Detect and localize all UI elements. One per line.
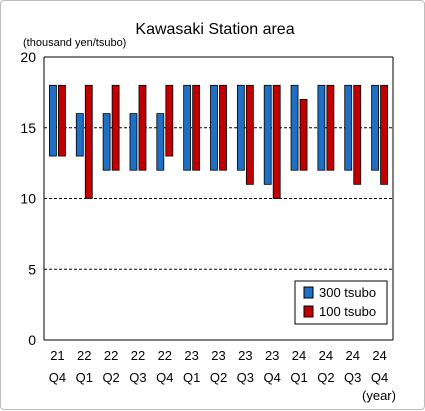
x-tick-label-year: 23 [211,348,225,363]
x-unit-label: (year) [362,388,396,403]
x-tick-label-quarter: Q2 [317,370,334,385]
x-tick-label-quarter: Q1 [183,370,200,385]
bar-100-tsubo-22-Q4 [165,84,174,157]
x-tick-label-quarter: Q4 [49,370,66,385]
x-tick-label-year: 23 [238,348,252,363]
bar-300-tsubo-23-Q4 [263,84,272,185]
x-tick-label-year: 23 [184,348,198,363]
x-tick-label-quarter: Q3 [237,370,254,385]
x-tick-labels: 21 Q4 22 Q1 22 Q2 22 Q3 22 Q4 23 Q1 23 Q2 23 Q3 23 Q4 24 Q1… [49,348,388,385]
legend-swatch-300-tsubo [303,286,314,299]
bar-300-tsubo-24-Q3 [344,84,353,171]
bar-100-tsubo-24-Q4 [380,84,388,185]
x-tick-label-year: 24 [292,348,306,363]
bar-100-tsubo-24-Q2 [326,84,335,171]
y-tick-label: 0 [28,332,36,348]
legend-label-100-tsubo: 100 tsubo [319,304,376,319]
x-tick-label-quarter: Q3 [344,370,361,385]
y-tick-labels: 0 5 10 15 20 [20,49,36,348]
legend: 300 tsubo 100 tsubo [294,280,388,325]
bar-300-tsubo-24-Q1 [290,84,299,171]
x-tick-label-year: 24 [345,348,359,363]
x-tick-label-year: 22 [77,348,91,363]
gridlines [44,56,394,340]
x-tick-label-quarter: Q2 [102,370,119,385]
bar-300-tsubo-21-Q4 [49,84,57,157]
bar-100-tsubo-24-Q3 [353,84,362,185]
bar-300-tsubo-22-Q3 [129,113,138,171]
bars [49,84,388,199]
bar-100-tsubo-21-Q4 [58,84,66,157]
x-tick-label-year: 22 [131,348,145,363]
bar-100-tsubo-23-Q1 [192,84,201,171]
x-tick-label-quarter: Q1 [290,370,307,385]
bar-100-tsubo-24-Q1 [299,99,308,171]
x-tick-label-quarter: Q4 [264,370,281,385]
x-tick-label-year: 21 [50,348,64,363]
legend-label-300-tsubo: 300 tsubo [319,285,376,300]
bar-100-tsubo-23-Q3 [245,84,254,185]
bar-100-tsubo-22-Q2 [111,84,120,171]
bar-100-tsubo-23-Q2 [219,84,227,171]
bar-100-tsubo-23-Q4 [272,84,281,199]
y-tick-label: 10 [20,191,36,207]
x-tick-label-year: 22 [158,348,172,363]
x-tick-label-year: 24 [372,348,386,363]
y-tick-label: 15 [20,120,36,136]
bar-300-tsubo-24-Q2 [317,84,326,171]
bar-300-tsubo-22-Q4 [156,113,165,171]
x-tick-label-quarter: Q4 [371,370,388,385]
y-tick-label: 20 [20,49,36,65]
bar-300-tsubo-23-Q3 [236,84,245,171]
x-tick-label-quarter: Q4 [156,370,173,385]
legend-swatch-100-tsubo [303,305,314,318]
bar-300-tsubo-23-Q1 [183,84,192,171]
bar-300-tsubo-23-Q2 [210,84,218,171]
bar-300-tsubo-24-Q4 [371,84,379,171]
x-tick-label-quarter: Q2 [210,370,227,385]
x-tick-label-quarter: Q3 [129,370,146,385]
bar-100-tsubo-22-Q1 [84,84,93,199]
x-tick-label-year: 24 [319,348,333,363]
y-unit-label: (thousand yen/tsubo) [23,37,126,49]
chart-title: Kawasaki Station area [135,21,294,38]
bar-300-tsubo-22-Q1 [75,113,84,157]
x-tick-label-quarter: Q1 [76,370,93,385]
y-tick-label: 5 [28,261,36,277]
bar-300-tsubo-22-Q2 [102,113,111,171]
x-tick-label-year: 22 [104,348,118,363]
x-tick-label-year: 23 [265,348,279,363]
bar-100-tsubo-22-Q3 [138,84,147,171]
